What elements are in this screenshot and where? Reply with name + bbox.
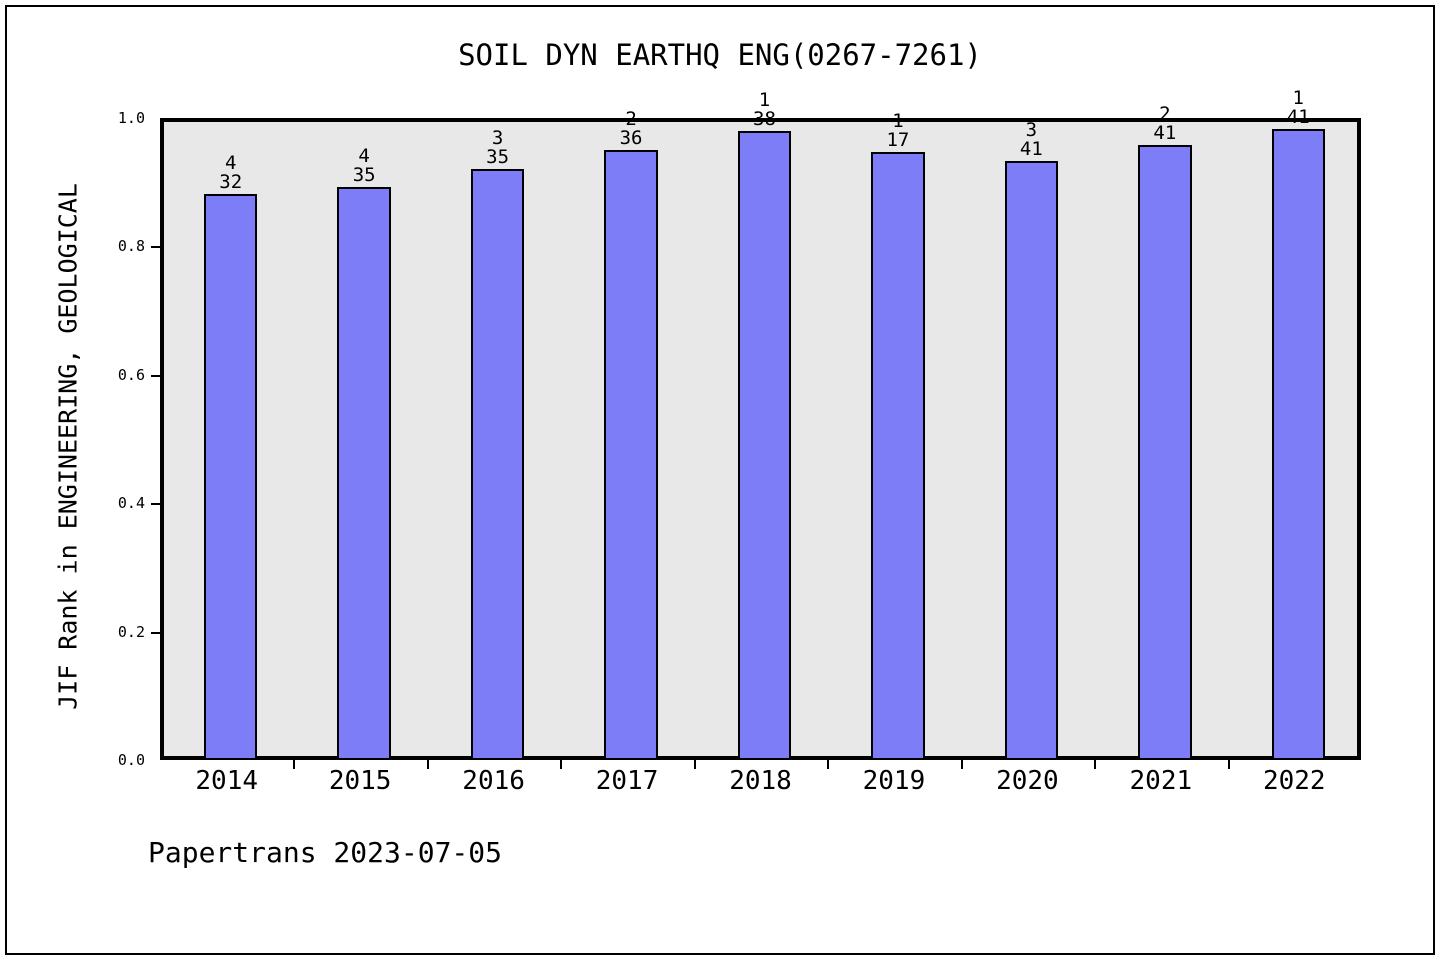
bar-group-2017: 2 36: [604, 109, 658, 760]
y-axis-ticks: 0.0 0.2 0.4 0.6 0.8 1.0: [0, 111, 160, 768]
x-axis-ticks: 2014 2015 2016 2017 2018 2019 2020 2021 2022: [160, 760, 1361, 800]
y-tick-mark-0.8: [151, 246, 160, 249]
bar-value-label-2022: 1 41: [1287, 89, 1310, 127]
y-tick-label-0.0: 0.0: [117, 751, 145, 769]
bar-total-2015: 35: [352, 164, 376, 187]
x-tick-mark-2021: [1227, 760, 1230, 769]
bar-value-label-2021: 2 41: [1153, 105, 1176, 143]
bar-group-2016: 3 35: [470, 122, 525, 760]
x-tick-mark-2019: [960, 760, 963, 769]
bar-rank-2014: 4: [224, 152, 237, 175]
bar-group-2019: 1 17: [871, 111, 925, 760]
bar-rank-2017: 2: [625, 107, 637, 130]
bar-group-2018: 1 38: [737, 90, 792, 760]
y-tick-label-1.0: 1.0: [117, 109, 145, 127]
bar-value-label-2017: 2 36: [619, 107, 643, 149]
bar-total-2014: 32: [219, 171, 243, 194]
bar-rank-2016: 3: [491, 127, 504, 150]
plot-area: 4 32 4 35 3 35 2 36 1 38 1 17 3 41 2 41 1 41: [160, 89, 1361, 760]
bar-rank-2018: 1: [758, 88, 771, 111]
bar-total-2021: 41: [1153, 122, 1177, 145]
x-tick-label-2021: 2021: [1129, 766, 1193, 796]
bar-value-label-2014: 4 32: [219, 154, 242, 192]
x-tick-label-2020: 2020: [996, 766, 1059, 796]
bar-value-label-2019: 1 17: [886, 109, 910, 151]
bar-2018[interactable]: [737, 130, 792, 760]
bar-total-2016: 35: [486, 146, 510, 169]
y-tick-mark-0.4: [151, 503, 160, 506]
bar-2020[interactable]: [1004, 160, 1059, 760]
y-tick-mark-0.2: [151, 631, 160, 634]
x-tick-mark-2014: [293, 760, 296, 769]
bar-rank-2015: 4: [358, 145, 370, 168]
x-tick-mark-2018: [827, 760, 830, 769]
bar-group-2014: 4 32: [204, 122, 258, 760]
y-tick-mark-0.6: [151, 374, 160, 377]
bar-group-2022: 1 41: [1271, 89, 1325, 760]
x-tick-mark-2016: [560, 760, 563, 769]
x-tick-label-2015: 2015: [328, 766, 392, 796]
bar-2021[interactable]: [1138, 145, 1192, 760]
bar-total-2019: 17: [886, 128, 910, 151]
bar-2022[interactable]: [1271, 129, 1325, 760]
footer-note: Papertrans 2023-07-05: [148, 836, 503, 869]
bar-2015[interactable]: [337, 187, 391, 760]
bar-rank-2021: 2: [1159, 103, 1171, 126]
x-tick-label-2022: 2022: [1262, 766, 1326, 796]
x-tick-mark-2017: [693, 760, 696, 769]
x-tick-label-2019: 2019: [862, 766, 926, 796]
bar-total-2020: 41: [1019, 137, 1043, 160]
bar-2016[interactable]: [470, 169, 525, 760]
bar-group-2015: 4 35: [337, 122, 391, 760]
y-tick-label-0.8: 0.8: [117, 237, 145, 256]
bar-2014[interactable]: [204, 194, 258, 760]
bar-2017[interactable]: [604, 149, 658, 760]
bar-rank-2022: 1: [1292, 87, 1304, 110]
bar-rank-2020: 3: [1025, 118, 1038, 141]
bar-total-2018: 38: [753, 107, 776, 130]
bar-total-2022: 41: [1286, 106, 1310, 129]
bar-value-label-2020: 3 41: [1019, 118, 1043, 160]
x-tick-mark-2015: [426, 760, 429, 769]
y-tick-label-0.6: 0.6: [117, 365, 145, 384]
y-tick-label-0.4: 0.4: [117, 494, 145, 513]
x-tick-label-2016: 2016: [462, 766, 525, 796]
bar-rank-2019: 1: [892, 109, 904, 132]
bar-value-label-2018: 1 38: [753, 88, 776, 130]
x-tick-label-2014: 2014: [195, 766, 259, 796]
chart-title: SOIL DYN EARTHQ ENG(0267-7261): [458, 38, 982, 72]
bar-group-2021: 2 41: [1138, 105, 1192, 760]
bar-value-label-2015: 4 35: [353, 147, 376, 185]
x-tick-label-2018: 2018: [729, 766, 792, 796]
bar-value-label-2016: 3 35: [486, 129, 509, 167]
x-tick-label-2017: 2017: [595, 766, 659, 796]
bars-layer: 4 32 4 35 3 35 2 36 1 38 1 17 3 41 2 41 1 41: [164, 89, 1357, 760]
x-tick-mark-2020: [1094, 760, 1097, 769]
y-tick-label-0.2: 0.2: [117, 622, 145, 641]
bar-total-2017: 36: [619, 126, 643, 149]
bar-group-2020: 3 41: [1004, 118, 1059, 760]
bar-2019[interactable]: [871, 151, 925, 760]
